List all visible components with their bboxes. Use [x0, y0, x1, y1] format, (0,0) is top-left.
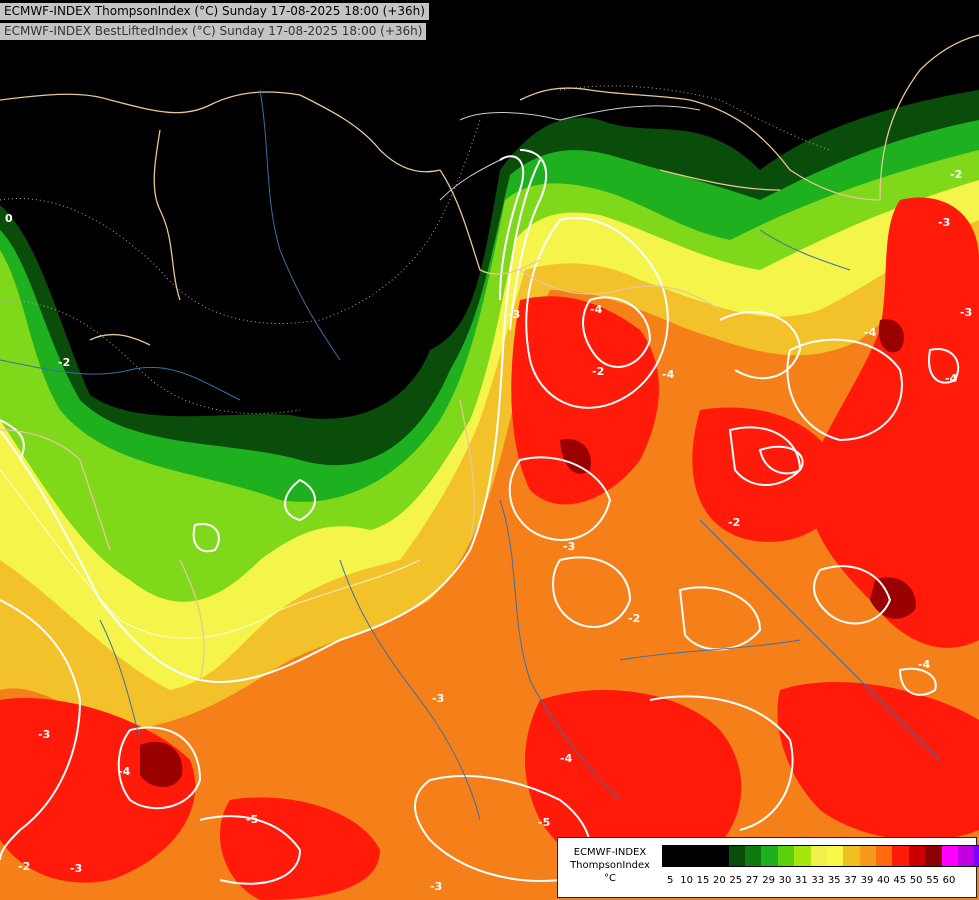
- legend-tick-label: 33: [811, 875, 825, 886]
- legend-swatch: [744, 846, 762, 866]
- legend-source: ECMWF-INDEX: [573, 847, 647, 858]
- legend-unit: °C: [604, 873, 616, 884]
- legend-swatch: [958, 846, 975, 866]
- legend-ticks: 5 10 15 20 25 27 29 30 31 33 35 37 39 40 45 50 55 60: [662, 875, 977, 889]
- legend-swatches: [662, 845, 979, 867]
- contour-label: -3: [938, 216, 951, 229]
- legend-swatch: [859, 846, 877, 866]
- contour-label: -2: [58, 356, 71, 369]
- field-darkred-3: [878, 319, 904, 353]
- color-legend: ECMWF-INDEX ThompsonIndex °C 5 10 15 20 25 27…: [557, 837, 979, 898]
- contour-label: -3: [508, 308, 521, 321]
- legend-swatch: [826, 846, 844, 866]
- legend-swatch: [810, 846, 827, 866]
- field-darkred-4: [560, 439, 591, 474]
- field-darkred-1: [140, 741, 183, 788]
- contour-label: 0: [5, 212, 13, 225]
- field-red-east: [808, 197, 979, 648]
- contour-label: -4: [945, 372, 958, 385]
- field-red-center: [511, 296, 659, 505]
- legend-swatch: [908, 846, 926, 866]
- background-dotted-isolines: [0, 85, 831, 415]
- legend-swatch: [892, 846, 909, 866]
- contour-label: -3: [960, 306, 973, 319]
- legend-swatch: [794, 846, 811, 866]
- legend-swatch: [663, 846, 680, 866]
- legend-swatch: [925, 846, 942, 866]
- contour-label: -4: [118, 765, 131, 778]
- legend-tick-label: 35: [827, 875, 841, 886]
- contour-label: -2: [628, 612, 641, 625]
- contour-label: -4: [560, 752, 573, 765]
- contour-label: -2: [592, 365, 605, 378]
- field-red-south: [525, 690, 742, 878]
- legend-tick-label: 15: [696, 875, 710, 886]
- contour-label: -5: [538, 816, 551, 829]
- legend-swatch: [843, 846, 860, 866]
- contour-label: -4: [918, 658, 931, 671]
- legend-tick-label: 25: [729, 875, 743, 886]
- map-title-thompson: ECMWF-INDEX ThompsonIndex (°C) Sunday 17…: [0, 3, 429, 20]
- legend-tick-label: 55: [926, 875, 939, 886]
- legend-variable: ThompsonIndex: [570, 860, 650, 871]
- legend-swatch: [728, 846, 745, 866]
- legend-tick-label: 40: [877, 875, 890, 886]
- legend-swatch: [761, 846, 778, 866]
- rivers: [0, 89, 941, 821]
- legend-tick-label: 50: [909, 875, 923, 886]
- legend-tick-label: 39: [860, 875, 874, 886]
- legend-tick-label: 45: [893, 875, 907, 886]
- legend-swatch: [695, 846, 713, 866]
- legend-swatch: [712, 846, 729, 866]
- contour-label: -3: [563, 540, 576, 553]
- legend-tick-label: 31: [795, 875, 808, 886]
- contour-label: -4: [662, 368, 675, 381]
- contour-label: -2: [18, 860, 31, 873]
- contour-label: -3: [70, 862, 83, 875]
- country-borders: [0, 34, 979, 681]
- legend-tick-label: 37: [844, 875, 857, 886]
- legend-tick-label: 30: [778, 875, 792, 886]
- contour-label: -4: [864, 326, 877, 339]
- legend-swatch: [777, 846, 795, 866]
- legend-tick-label: 20: [713, 875, 726, 886]
- contour-label: -4: [590, 303, 603, 316]
- legend-swatch: [974, 846, 979, 866]
- field-darkred-2: [870, 577, 916, 619]
- contour-label: -3: [38, 728, 51, 741]
- legend-tick-label: 60: [942, 875, 956, 886]
- map-title-bestlifted: ECMWF-INDEX BestLiftedIndex (°C) Sunday …: [0, 23, 427, 40]
- isolines: [0, 149, 960, 885]
- legend-tick-label: 29: [762, 875, 775, 886]
- legend-swatch: [679, 846, 696, 866]
- field-red-mid: [692, 407, 842, 542]
- contour-label: -3: [430, 880, 443, 893]
- legend-tick-label: 10: [680, 875, 693, 886]
- contour-label: -5: [246, 813, 259, 826]
- contour-label: -2: [950, 168, 963, 181]
- field-red-se: [777, 681, 979, 841]
- legend-swatch: [876, 846, 893, 866]
- legend-tick-label: 5: [667, 875, 674, 886]
- legend-swatch: [941, 846, 959, 866]
- legend-tick-label: 27: [745, 875, 759, 886]
- contour-label: -3: [432, 692, 445, 705]
- legend-title: ECMWF-INDEX ThompsonIndex °C: [562, 846, 658, 885]
- contour-label: -2: [728, 516, 741, 529]
